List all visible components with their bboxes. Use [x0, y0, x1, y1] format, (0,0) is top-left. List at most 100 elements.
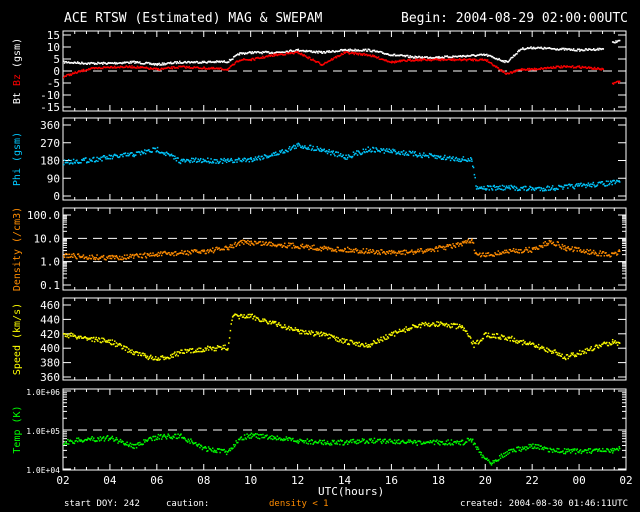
data-point-phi — [345, 154, 347, 157]
data-point-bt — [95, 63, 97, 65]
data-point-bz — [393, 62, 396, 64]
data-point-bz — [140, 66, 143, 69]
data-point-bz — [503, 70, 505, 72]
data-point-temp — [123, 443, 125, 445]
data-point-phi — [363, 150, 365, 153]
data-point-temp — [444, 443, 446, 446]
data-point-bz — [162, 68, 165, 70]
data-point-bt — [256, 51, 258, 53]
data-point-phi — [483, 185, 485, 188]
data-point-temp — [323, 439, 326, 442]
data-point-density — [244, 241, 247, 243]
data-point-density — [118, 258, 120, 261]
data-point-speed — [238, 317, 240, 320]
y-tick-label: 10 — [47, 41, 60, 54]
data-point-speed — [394, 330, 397, 332]
data-point-bt — [312, 51, 314, 54]
data-point-bz — [267, 54, 270, 57]
data-point-temp — [231, 448, 233, 450]
data-point-phi — [473, 173, 476, 176]
data-point-bz — [540, 67, 542, 69]
data-point-speed — [306, 332, 309, 335]
data-point-bz — [186, 65, 188, 68]
data-point-speed — [492, 336, 495, 338]
data-point-density — [127, 257, 130, 260]
data-point-density — [581, 250, 583, 253]
data-point-speed — [526, 342, 529, 345]
data-point-phi — [590, 183, 592, 185]
data-point-bz-late — [616, 80, 619, 83]
data-point-density — [159, 252, 161, 255]
data-point-temp — [179, 434, 181, 437]
data-point-density — [596, 254, 598, 257]
data-point-speed — [491, 333, 494, 336]
data-point-phi — [495, 185, 498, 188]
data-point-temp — [67, 443, 70, 445]
data-point-density — [497, 250, 500, 252]
y-tick-label: 460 — [40, 299, 60, 312]
data-point-speed — [378, 341, 381, 344]
data-point-temp — [297, 439, 299, 442]
data-point-density — [399, 250, 402, 253]
data-point-speed — [496, 333, 499, 335]
data-point-bt — [199, 61, 201, 64]
data-point-density — [599, 250, 601, 252]
data-point-bz — [390, 61, 393, 64]
data-point-phi — [208, 162, 211, 164]
data-point-density — [526, 249, 529, 251]
data-point-density — [309, 247, 312, 250]
data-point-temp — [209, 448, 211, 450]
data-point-density — [88, 257, 90, 259]
data-point-speed — [364, 345, 366, 348]
data-point-speed — [70, 332, 72, 334]
data-point-density — [210, 249, 212, 252]
data-point-phi — [601, 181, 604, 183]
data-point-bt — [115, 62, 118, 64]
data-point-density — [470, 241, 472, 244]
data-point-bt — [113, 62, 115, 65]
data-point-bz — [514, 70, 517, 73]
data-point-speed — [497, 336, 500, 339]
data-point-bz — [133, 66, 135, 68]
data-point-speed — [107, 339, 110, 341]
data-point-density — [500, 252, 503, 255]
data-point-phi — [293, 147, 296, 150]
data-point-speed — [218, 345, 221, 348]
data-point-density — [402, 253, 404, 255]
data-point-speed — [153, 358, 155, 361]
data-point-speed — [214, 347, 216, 350]
data-point-density — [434, 247, 437, 249]
data-point-bt — [346, 50, 349, 52]
data-point-temp — [225, 450, 227, 453]
data-point-density — [72, 256, 74, 258]
data-point-temp — [429, 440, 432, 442]
data-point-bz — [453, 59, 456, 62]
data-point-density — [484, 255, 486, 257]
data-point-bz — [337, 55, 339, 57]
data-point-bz — [360, 53, 363, 55]
data-point-bz — [364, 54, 366, 56]
data-point-density — [537, 248, 539, 250]
data-point-speed — [258, 318, 260, 321]
y-tick-label: -5 — [47, 77, 60, 90]
data-point-density — [371, 251, 373, 254]
data-point-density — [285, 246, 288, 249]
data-point-phi — [275, 154, 278, 156]
data-point-speed — [399, 330, 402, 333]
x-axis-label: UTC(hours) — [318, 485, 385, 498]
data-point-bt — [272, 52, 274, 55]
data-point-phi — [530, 189, 533, 191]
data-point-density — [145, 257, 148, 259]
data-point-speed — [359, 345, 361, 348]
data-point-density — [345, 250, 347, 253]
data-point-speed — [160, 355, 163, 358]
data-point-speed — [609, 343, 611, 345]
data-point-bz — [303, 54, 305, 56]
data-point-density — [297, 247, 300, 249]
data-point-phi — [199, 159, 201, 161]
data-point-density — [67, 256, 70, 259]
data-point-bz — [372, 54, 374, 56]
data-point-temp — [415, 441, 418, 444]
data-point-bz — [106, 66, 109, 68]
data-point-density — [208, 250, 211, 252]
